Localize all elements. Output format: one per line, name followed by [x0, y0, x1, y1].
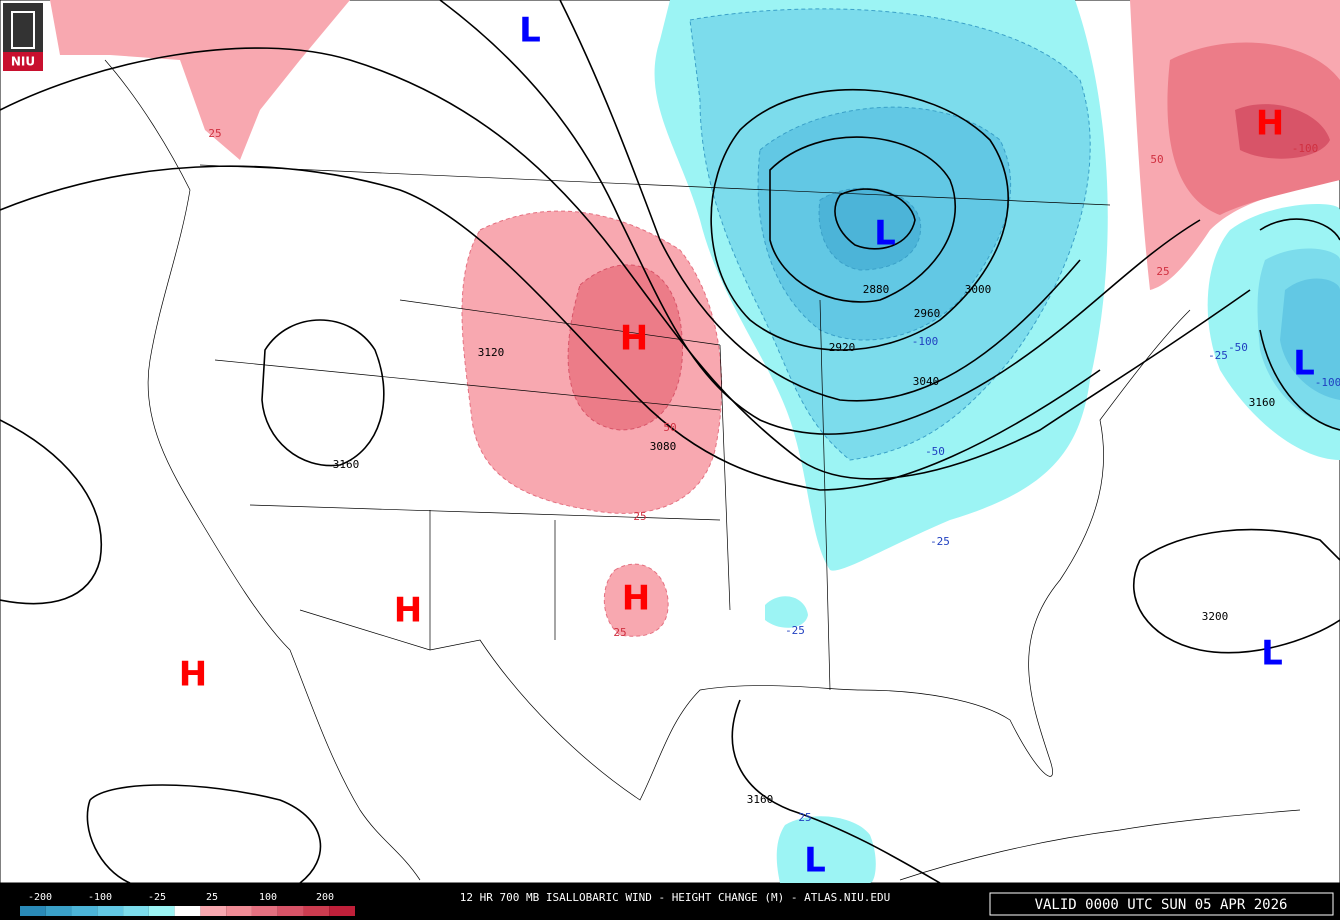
legend-swatch	[277, 906, 304, 916]
rise-area	[1235, 104, 1330, 159]
state-line	[214, 299, 831, 691]
contour	[0, 47, 1251, 480]
legend-swatch	[226, 906, 252, 916]
low-label: L	[1261, 634, 1283, 674]
geography	[104, 59, 1301, 881]
change-label: -100	[1315, 376, 1340, 389]
change-label: -100	[1292, 142, 1319, 155]
legend-label: -100	[88, 892, 112, 903]
high-label: H	[620, 319, 648, 359]
change-label: -25	[785, 624, 805, 637]
fall-area	[765, 596, 808, 628]
coastline	[899, 809, 1301, 881]
logo-text: NIU	[11, 55, 35, 69]
contour-label: 2880	[863, 283, 890, 296]
contour-label: 3160	[747, 793, 774, 806]
legend-swatch	[329, 906, 355, 916]
change-label: -100	[912, 335, 939, 348]
contour-label: 3000	[965, 283, 992, 296]
footer-title: 12 HR 700 MB ISALLOBARIC WIND - HEIGHT C…	[460, 891, 890, 904]
change-label: -25	[1208, 349, 1228, 362]
change-label: -50	[1228, 341, 1248, 354]
contour-label: 3200	[1202, 610, 1229, 623]
valid-time: VALID 0000 UTC SUN 05 APR 2026	[1035, 897, 1288, 913]
low-label: L	[519, 11, 541, 51]
contour	[439, 0, 1201, 435]
contour-label: 3080	[650, 440, 677, 453]
logo-tower	[11, 11, 35, 49]
contour	[0, 165, 1101, 491]
contour	[834, 188, 916, 250]
high-label: H	[622, 579, 650, 619]
legend: -200 -100 -25 25 100 200	[20, 892, 355, 916]
contour-label: 2920	[829, 341, 856, 354]
rise-area	[603, 563, 669, 637]
valid-box	[989, 892, 1334, 916]
height-change-shading	[50, 0, 1340, 883]
contour	[261, 319, 385, 467]
change-label: 25	[613, 626, 626, 639]
low-label: L	[804, 841, 826, 881]
legend-swatch	[251, 906, 278, 916]
fall-area	[776, 816, 876, 883]
change-label: 25	[798, 811, 811, 824]
legend-label: -200	[28, 892, 52, 903]
contour	[86, 784, 322, 884]
fall-area	[818, 187, 922, 271]
high-label: H	[394, 591, 422, 631]
map-labels: H H H H H L L L L L 3160 3120 3080 3040 3000 2960 2920 28…	[179, 11, 1340, 881]
height-contours	[0, 0, 1340, 884]
rise-area	[50, 0, 350, 160]
contour	[1259, 218, 1340, 431]
coastline	[299, 309, 1191, 801]
legend-label: -25	[148, 892, 166, 903]
contour	[710, 88, 1010, 351]
legend-label: 200	[316, 892, 334, 903]
change-label: -50	[925, 445, 945, 458]
contour	[769, 136, 956, 303]
change-label: -25	[930, 535, 950, 548]
legend-swatch	[123, 906, 149, 916]
contour	[0, 419, 103, 605]
legend-swatch	[71, 906, 98, 916]
legend-swatch	[303, 906, 330, 916]
border	[199, 164, 1111, 206]
change-label: 50	[1150, 153, 1163, 166]
contour-label: 3120	[478, 346, 505, 359]
legend-swatch	[200, 906, 227, 916]
contour	[1132, 528, 1340, 654]
legend-swatch	[97, 906, 124, 916]
legend-label: 25	[206, 892, 218, 903]
logo-band	[3, 52, 43, 71]
contour-label: 3040	[913, 375, 940, 388]
logo: NIU	[3, 3, 43, 71]
change-label: 50	[663, 421, 676, 434]
contour	[559, 0, 1081, 402]
coastline	[104, 59, 421, 881]
fall-area	[1280, 278, 1340, 400]
change-label: 25	[208, 127, 221, 140]
contour	[731, 699, 941, 884]
change-label: 25	[1156, 265, 1169, 278]
contour-label: 3160	[333, 458, 360, 471]
low-label: L	[1293, 344, 1315, 384]
low-label: L	[874, 214, 896, 254]
high-label: H	[179, 655, 207, 695]
legend-swatch	[174, 906, 201, 916]
high-label: H	[1256, 104, 1284, 144]
legend-swatch	[148, 906, 175, 916]
legend-swatch	[45, 906, 72, 916]
legend-label: 100	[259, 892, 277, 903]
change-label: 25	[633, 510, 646, 523]
contour-label: 2960	[914, 307, 941, 320]
contour-label: 3160	[1249, 396, 1276, 409]
legend-swatch	[20, 906, 46, 916]
